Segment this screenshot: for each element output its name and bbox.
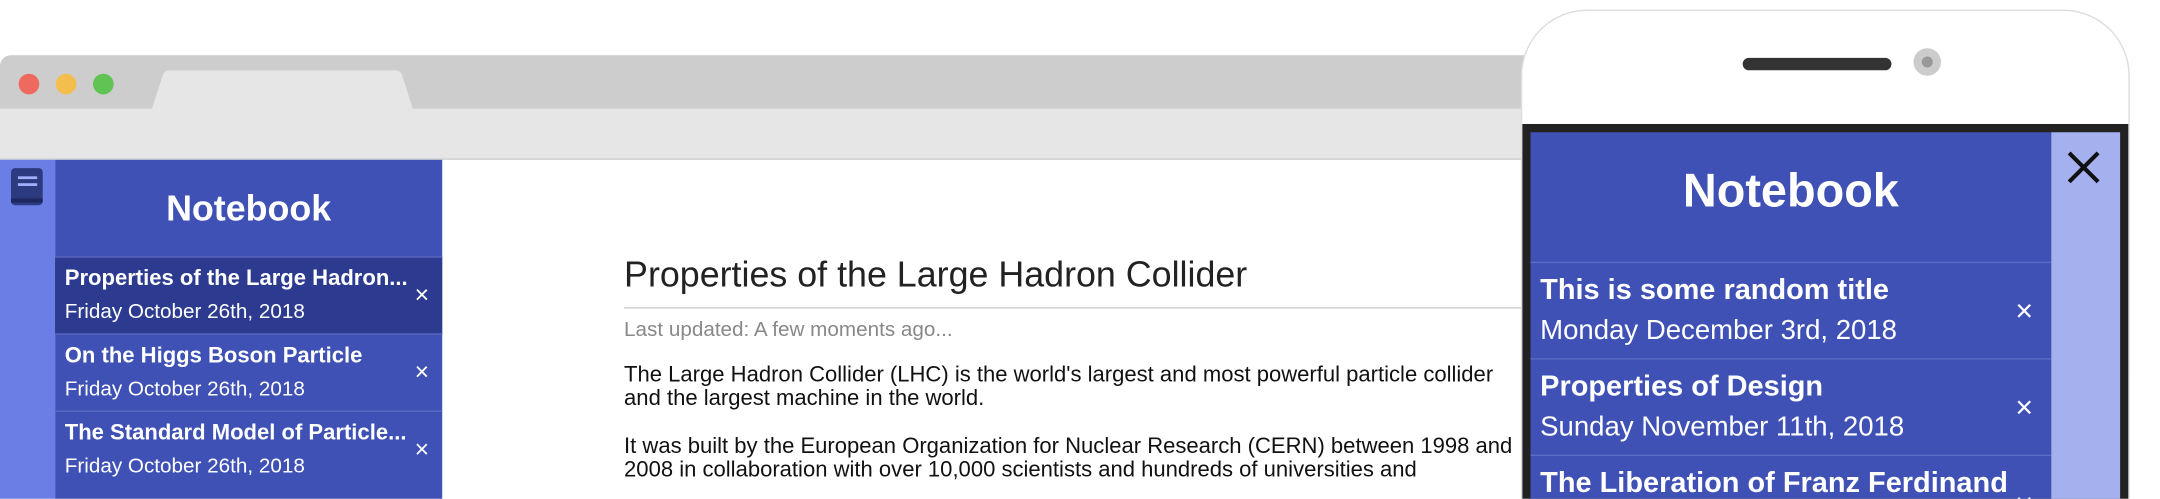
note-item[interactable]: This is some random title Monday December… (1530, 261, 2052, 360)
article-title: Properties of the Large Hadron Collider (624, 253, 1248, 295)
note-item[interactable]: The Standard Model of Particle... Friday … (55, 410, 443, 490)
note-date: Friday October 26th, 2018 (64, 300, 305, 324)
sidebar-title: Notebook (166, 187, 332, 229)
delete-button[interactable]: × (414, 435, 430, 463)
phone-sidebar-title: Notebook (1682, 165, 1899, 218)
article: Properties of the Large Hadron Collider … (624, 253, 1534, 498)
speaker (1742, 57, 1892, 71)
delete-button[interactable]: × (2015, 389, 2034, 425)
tab (151, 70, 414, 111)
note-item[interactable]: The Liberation of Franz Ferdinand × (1530, 454, 2052, 499)
note-title: Properties of Design (1540, 370, 1824, 403)
delete-button[interactable]: × (2015, 293, 2034, 328)
note-title: Properties of the Large Hadron... (64, 267, 408, 291)
paragraph: It was built by the European Organizatio… (624, 435, 1513, 483)
phone-sidebar: Notebook This is some random title Monday… (1530, 132, 2052, 499)
divider (624, 307, 1534, 309)
phone: Notebook This is some random title Monday… (1520, 9, 2130, 499)
delete-button[interactable]: × (414, 358, 430, 386)
toolbar (0, 108, 1654, 160)
note-title: This is some random title (1540, 274, 1890, 306)
note-date: Sunday November 11th, 2018 (1540, 411, 1905, 443)
close-button[interactable] (2051, 132, 2120, 201)
overlay[interactable] (2051, 132, 2121, 499)
note-title: On the Higgs Boson Particle (64, 344, 363, 368)
note-date: Monday December 3rd, 2018 (1540, 315, 1898, 346)
note-date: Friday October 26th, 2018 (64, 377, 305, 401)
note-item[interactable]: Properties of the Large Hadron... Friday … (55, 256, 443, 335)
paragraph: The Large Hadron Collider (LHC) is the w… (624, 363, 1494, 411)
note-date: Friday October 26th, 2018 (64, 454, 305, 479)
browser-window: Notebook Properties of the Large Hadron.… (0, 55, 1654, 499)
note-item[interactable]: Properties of Design Sunday November 11th… (1530, 358, 2052, 456)
camera (1913, 48, 1942, 76)
article-updated: Last updated: A few moments ago... (624, 318, 953, 342)
note-title: The Standard Model of Particle... (64, 421, 407, 445)
note-item[interactable]: On the Higgs Boson Particle Friday Octobe… (55, 333, 443, 412)
sidebar: Notebook Properties of the Large Hadron.… (55, 159, 443, 499)
window-controls[interactable] (0, 55, 138, 110)
delete-button[interactable]: × (2015, 486, 2033, 498)
rail (0, 159, 56, 499)
note-title: The Liberation of Franz Ferdinand (1540, 467, 2008, 499)
delete-button[interactable]: × (414, 281, 430, 309)
notebook-icon[interactable] (0, 160, 55, 215)
